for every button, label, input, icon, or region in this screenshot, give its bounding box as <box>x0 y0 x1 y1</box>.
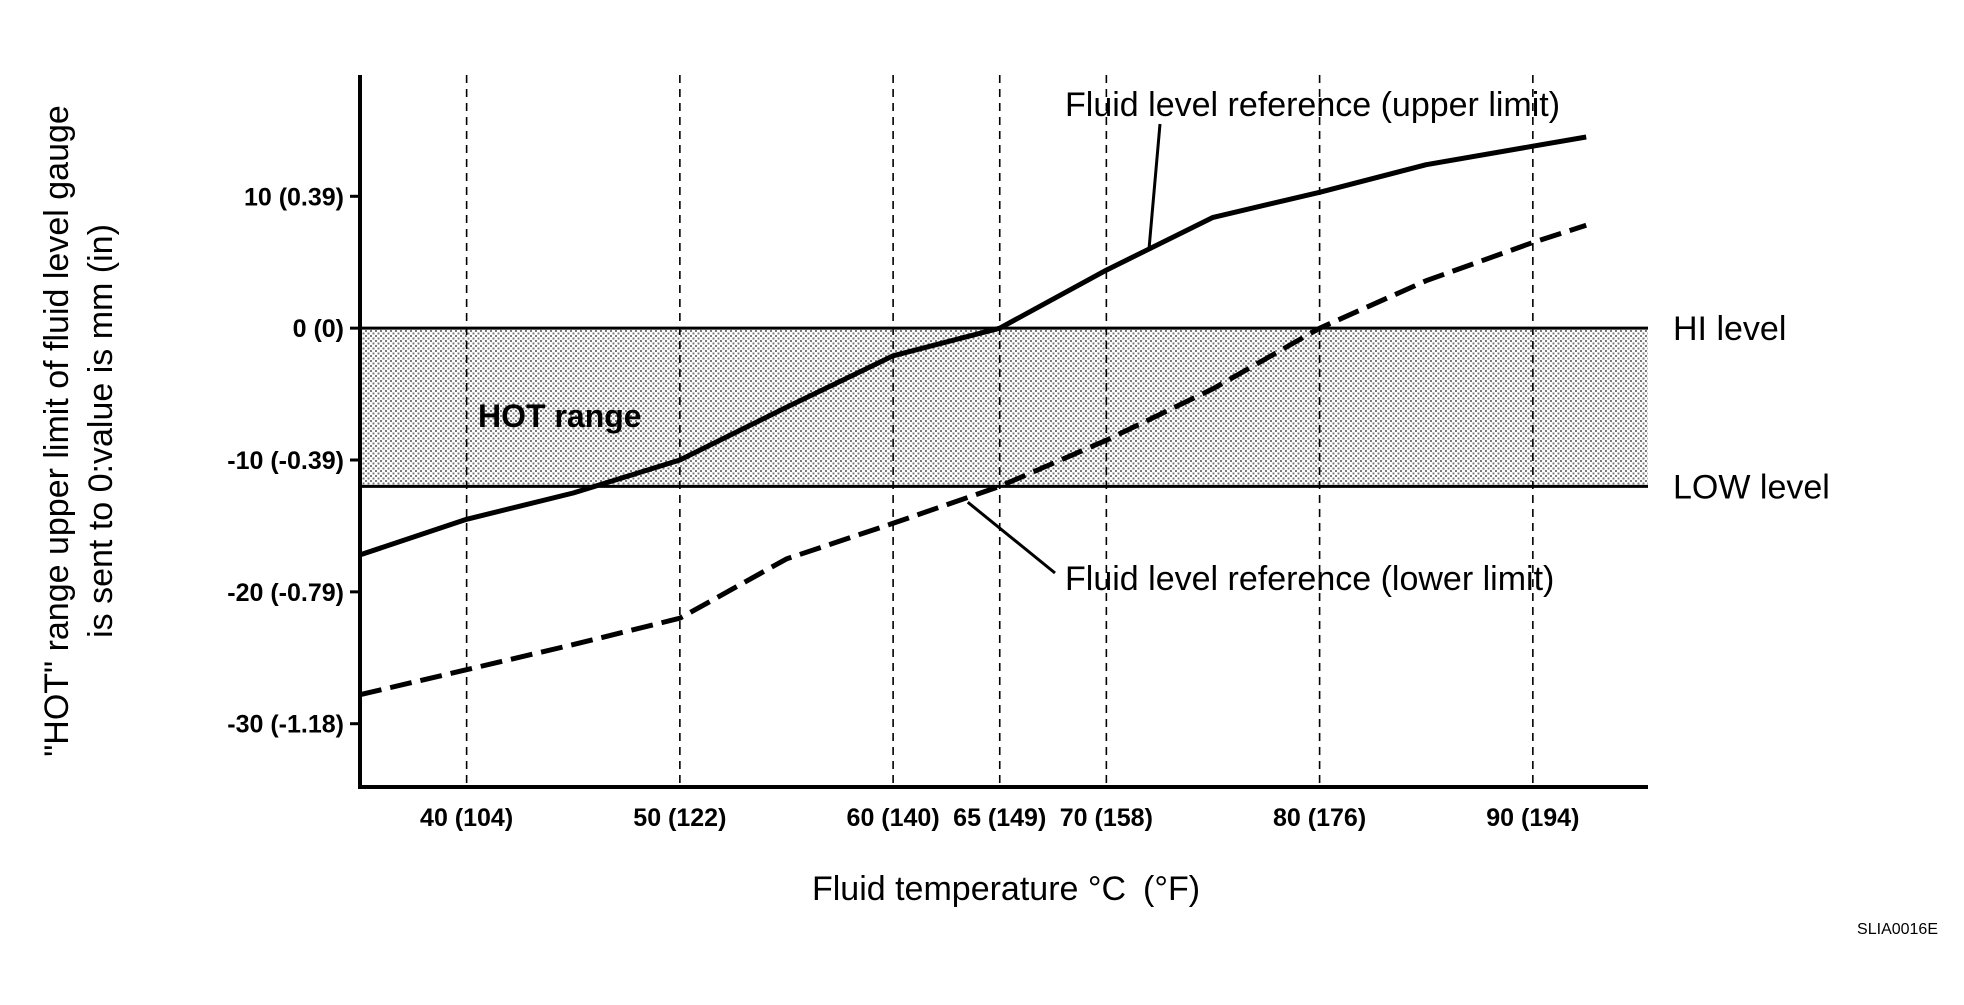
y-axis-title-line-1: "HOT" range upper limit of fluid level g… <box>38 105 76 757</box>
y-tick-marks <box>350 194 360 726</box>
y-tick-label: -10 (-0.39) <box>227 447 344 475</box>
upper-limit-leader-line <box>1147 123 1162 250</box>
x-tick-label: 60 (140) <box>847 804 940 832</box>
lower-limit-leader-line <box>966 501 1056 575</box>
x-tick-labels: 40 (104) 50 (122) 60 (140) 65 (149) 70 (158)… <box>420 804 1579 832</box>
lower-limit-label: Fluid level reference (lower limit) <box>1065 560 1554 598</box>
x-tick-label: 70 (158) <box>1060 804 1153 832</box>
upper-limit-label: Fluid level reference (upper limit) <box>1065 86 1560 124</box>
y-tick-label: 10 (0.39) <box>244 183 344 211</box>
x-tick-label: 40 (104) <box>420 804 513 832</box>
y-tick-label: -30 (-1.18) <box>227 711 344 739</box>
series-lower-limit-line <box>359 222 1587 698</box>
x-tick-label: 65 (149) <box>953 804 1046 832</box>
y-axis-title-line-2: is sent to 0:value is mm (in) <box>82 224 120 638</box>
low-level-label: LOW level <box>1673 468 1830 506</box>
x-tick-label: 50 (122) <box>633 804 726 832</box>
y-tick-label: -20 (-0.79) <box>227 579 344 607</box>
hi-level-label: HI level <box>1673 310 1786 348</box>
x-tick-label: 90 (194) <box>1486 804 1579 832</box>
grid-lines <box>465 75 1534 787</box>
hot-range-band <box>360 328 1648 487</box>
y-axis-title: "HOT" range upper limit of fluid level g… <box>38 105 120 757</box>
y-tick-label: 0 (0) <box>293 315 344 343</box>
x-axis-title: Fluid temperature °C (°F) <box>812 870 1200 908</box>
hot-range-label: HOT range <box>478 398 642 434</box>
y-tick-labels: 10 (0.39) 0 (0) -10 (-0.39) -20 (-0.79) -30 … <box>227 183 344 738</box>
figure-code: SLIA0016E <box>1857 921 1938 938</box>
x-tick-label: 80 (176) <box>1273 804 1366 832</box>
series-upper-limit-line <box>359 134 1587 558</box>
